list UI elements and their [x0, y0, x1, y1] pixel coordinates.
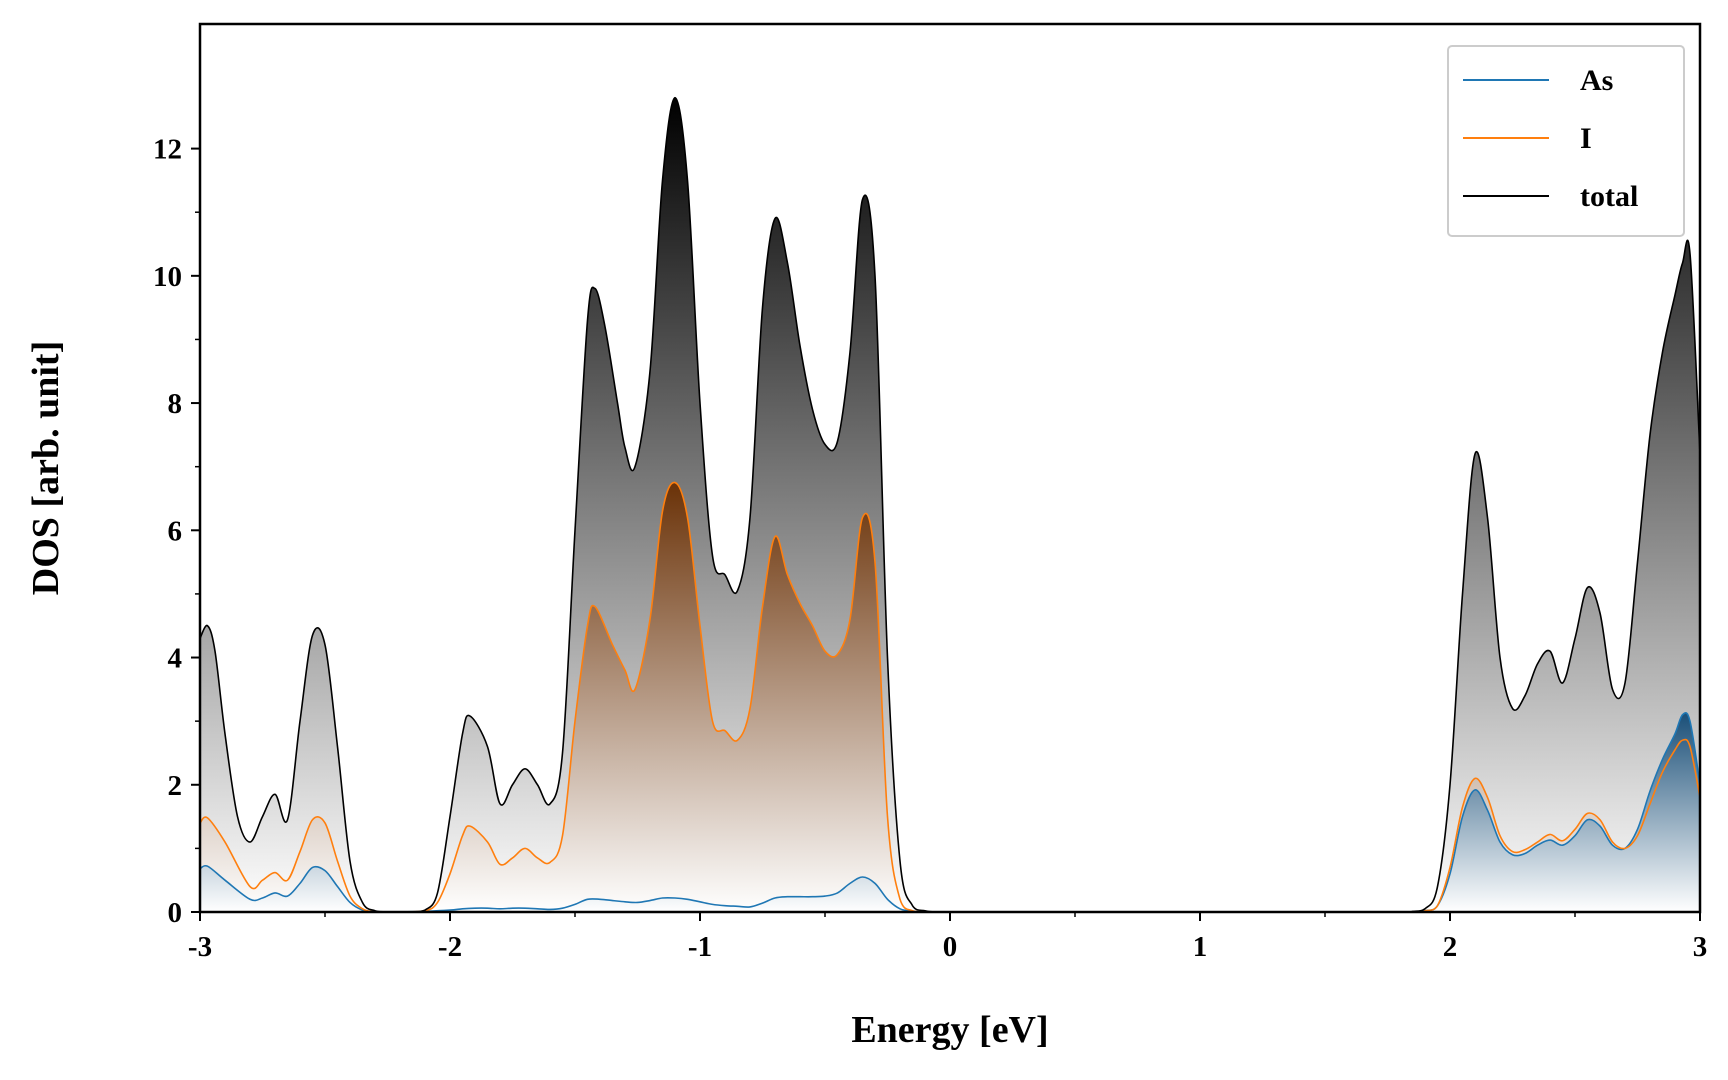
legend-label-total: total	[1580, 180, 1638, 213]
y-axis-label: DOS [arb. unit]	[25, 341, 67, 595]
series-line-as	[200, 711, 1700, 912]
area-fill-as	[200, 712, 1700, 912]
legend-box	[1447, 45, 1685, 237]
area-fills	[200, 97, 1700, 912]
y-tick-label: 0	[168, 897, 183, 929]
x-tick-label: 1	[1193, 931, 1208, 963]
area-fill-total	[200, 97, 1700, 912]
legend-label-i: I	[1580, 122, 1592, 155]
x-tick-label: -3	[188, 931, 212, 963]
area-fill-i	[200, 482, 1700, 912]
x-axis-label: Energy [eV]	[851, 1009, 1048, 1051]
y-tick-label: 2	[168, 770, 183, 802]
x-tick-label: 0	[943, 931, 958, 963]
y-tick-label: 12	[153, 134, 182, 166]
series-lines	[200, 96, 1700, 912]
y-tick-label: 6	[168, 515, 183, 547]
legend-label-as: As	[1580, 64, 1613, 97]
y-axis: 0 2 4 6 8 10 12	[153, 134, 200, 929]
x-axis: -3 -2 -1 0 1 2 3	[188, 912, 1707, 963]
x-tick-label: -1	[688, 931, 712, 963]
series-line-total	[200, 96, 1700, 912]
x-tick-label: 2	[1443, 931, 1458, 963]
y-tick-label: 8	[168, 388, 183, 420]
series-line-i	[200, 481, 1700, 912]
y-tick-label: 10	[153, 261, 182, 293]
x-tick-label: -2	[438, 931, 462, 963]
y-tick-label: 4	[168, 643, 183, 675]
x-tick-label: 3	[1693, 931, 1708, 963]
